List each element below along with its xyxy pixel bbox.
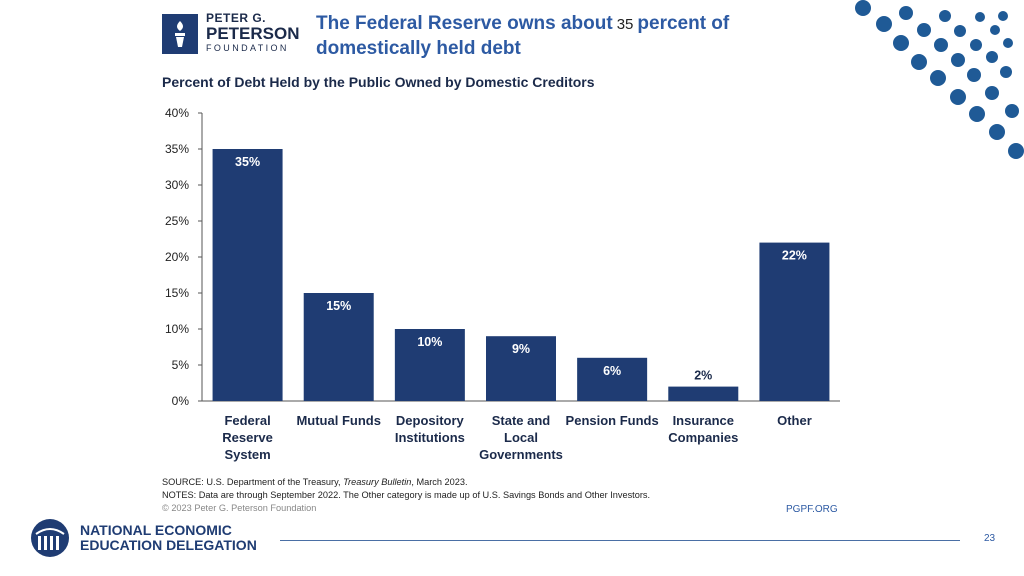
org-line2: PETERSON — [206, 24, 300, 43]
decorative-dots-pattern — [855, 0, 1024, 159]
bar-chart: 0% 5% 10% 15% 20% 25% 30% 35% 40% 35% Federal Reser… — [165, 106, 840, 462]
nedd-wordmark: NATIONAL ECONOMIC EDUCATION DELEGATION — [80, 523, 257, 553]
decorative-dot — [876, 16, 892, 32]
bar — [212, 149, 283, 401]
y-tick-label: 20% — [165, 250, 189, 264]
footer-rule — [280, 540, 960, 541]
chart-title: Percent of Debt Held by the Public Owned… — [162, 74, 595, 90]
data-label: 22% — [782, 249, 807, 263]
headline-number: 35 — [616, 16, 634, 33]
pgpf-logo — [162, 14, 198, 54]
bar — [303, 293, 374, 401]
decorative-dot — [899, 6, 913, 20]
footnotes: SOURCE: U.S. Department of the Treasury,… — [162, 476, 650, 515]
decorative-dot — [917, 23, 931, 37]
org-line1: PETER G. — [206, 11, 267, 25]
pgpf-wordmark: PETER G. PETERSON FOUNDATION — [206, 12, 300, 54]
decorative-dot — [855, 0, 871, 16]
data-label: 6% — [603, 364, 621, 378]
nedd-logo-icon — [31, 519, 69, 557]
x-tick-label: Other — [777, 413, 812, 428]
x-tick-label: Depository — [396, 413, 465, 428]
x-tick-label: System — [224, 447, 270, 462]
bar — [486, 336, 556, 401]
x-tick-label: Pension Funds — [566, 413, 659, 428]
decorative-dot — [930, 70, 946, 86]
data-label: 9% — [512, 342, 530, 356]
headline-prefix: The Federal Reserve owns about — [316, 13, 613, 34]
decorative-dot — [1005, 104, 1019, 118]
nedd-line2: EDUCATION DELEGATION — [80, 537, 257, 553]
decorative-dot — [893, 35, 909, 51]
decorative-dot — [967, 68, 981, 82]
x-tick-label: State and — [492, 413, 551, 428]
y-tick-label: 25% — [165, 214, 189, 228]
y-tick-label: 10% — [165, 322, 189, 336]
data-label: 2% — [694, 369, 712, 383]
headline-suffix: percent of domestically held debt — [316, 13, 730, 59]
x-tick-label: Insurance — [673, 413, 734, 428]
x-tick-label: Local — [504, 430, 538, 445]
headline: The Federal Reserve owns about 35 percent … — [316, 12, 736, 61]
bar — [668, 386, 739, 401]
org-line3: FOUNDATION — [206, 43, 289, 53]
bar — [577, 357, 648, 401]
x-tick-label: Mutual Funds — [296, 413, 381, 428]
source-prefix: SOURCE: U.S. Department of the Treasury, — [162, 477, 344, 487]
x-tick-label: Reserve — [222, 430, 273, 445]
pgpf-url-link[interactable]: PGPF.ORG — [786, 504, 838, 515]
source-suffix: , March 2023. — [411, 477, 468, 487]
decorative-dot — [969, 106, 985, 122]
decorative-dot — [939, 10, 951, 22]
x-tick-label: Companies — [668, 430, 738, 445]
x-tick-label: Governments — [479, 447, 563, 462]
y-tick-label: 30% — [165, 178, 189, 192]
nedd-line1: NATIONAL ECONOMIC — [80, 522, 232, 538]
bar — [759, 242, 830, 401]
decorative-dot — [934, 38, 948, 52]
x-tick-label: Institutions — [395, 430, 465, 445]
decorative-dot — [951, 53, 965, 67]
decorative-dot — [975, 12, 985, 22]
decorative-dot — [1008, 143, 1024, 159]
decorative-dot — [1000, 66, 1012, 78]
data-label: 35% — [235, 155, 260, 169]
x-tick-label: Federal — [224, 413, 270, 428]
slide-number: 23 — [984, 533, 996, 544]
decorative-dot — [911, 54, 927, 70]
decorative-dot — [990, 25, 1000, 35]
decorative-dot — [998, 11, 1008, 21]
copyright: © 2023 Peter G. Peterson Foundation — [162, 503, 317, 513]
decorative-dot — [954, 25, 966, 37]
source-italic: Treasury Bulletin — [343, 477, 412, 487]
decorative-dot — [989, 124, 1005, 140]
notes-line: NOTES: Data are through September 2022. … — [162, 490, 651, 500]
decorative-dot — [970, 39, 982, 51]
decorative-dot — [950, 89, 966, 105]
y-tick-label: 15% — [165, 286, 189, 300]
source-note: SOURCE: U.S. Department of the Treasury,… — [162, 476, 650, 489]
y-tick-label: 0% — [172, 394, 190, 408]
y-tick-label: 40% — [165, 106, 189, 120]
decorative-dot — [986, 51, 998, 63]
y-tick-label: 5% — [172, 358, 190, 372]
y-tick-label: 35% — [165, 142, 189, 156]
data-label: 15% — [326, 299, 351, 313]
data-label: 10% — [417, 335, 442, 349]
decorative-dot — [985, 86, 999, 100]
decorative-dot — [1003, 38, 1013, 48]
bar — [394, 329, 465, 401]
